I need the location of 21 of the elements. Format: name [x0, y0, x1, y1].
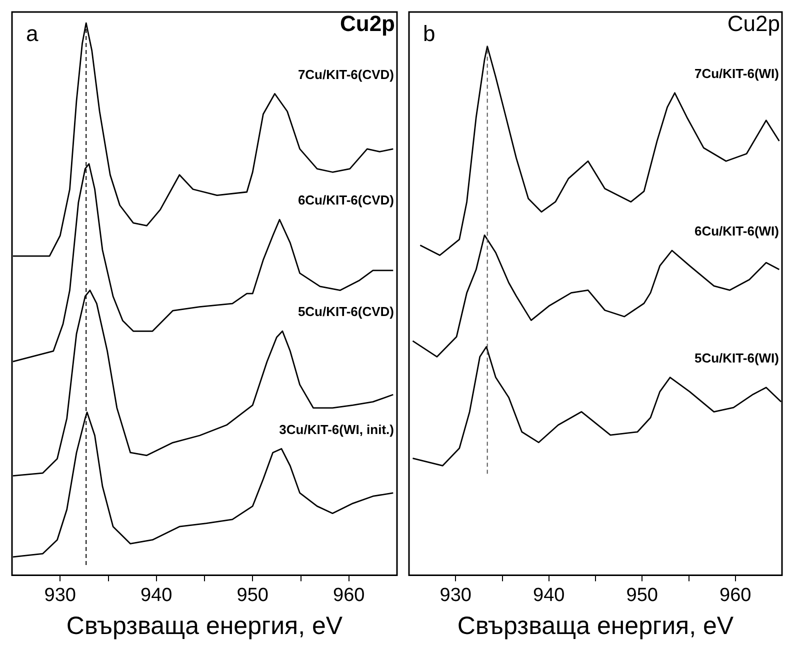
series-label: 5Cu/KIT-6(WI) — [694, 350, 779, 366]
series-label: 7Cu/KIT-6(CVD) — [298, 66, 394, 82]
series-label: 5Cu/KIT-6(CVD) — [298, 304, 394, 320]
series-label: 7Cu/KIT-6(WI) — [694, 66, 779, 81]
series-label: 6Cu/KIT-6(WI) — [694, 224, 779, 239]
chart-title: Cu2p — [727, 11, 780, 36]
series-label: 6Cu/KIT-6(CVD) — [298, 192, 394, 208]
x-axis-title: Свързваща енергия, eV — [66, 612, 343, 640]
chart-title: Cu2p — [340, 11, 395, 36]
x-tick-label: 960 — [720, 584, 752, 606]
x-tick-label: 950 — [626, 584, 658, 606]
x-tick-label: 950 — [236, 584, 268, 606]
x-tick-label: 940 — [533, 584, 565, 606]
x-tick-label: 930 — [44, 584, 76, 606]
x-tick-label: 930 — [440, 584, 472, 606]
x-tick-label: 940 — [140, 584, 172, 606]
annotation: a — [26, 21, 39, 46]
series-label: 3Cu/KIT-6(WI, init.) — [279, 422, 394, 437]
x-axis-title: Свързваща енергия, eV — [457, 612, 734, 640]
text: b — [423, 21, 436, 46]
x-tick-label: 960 — [333, 584, 365, 606]
